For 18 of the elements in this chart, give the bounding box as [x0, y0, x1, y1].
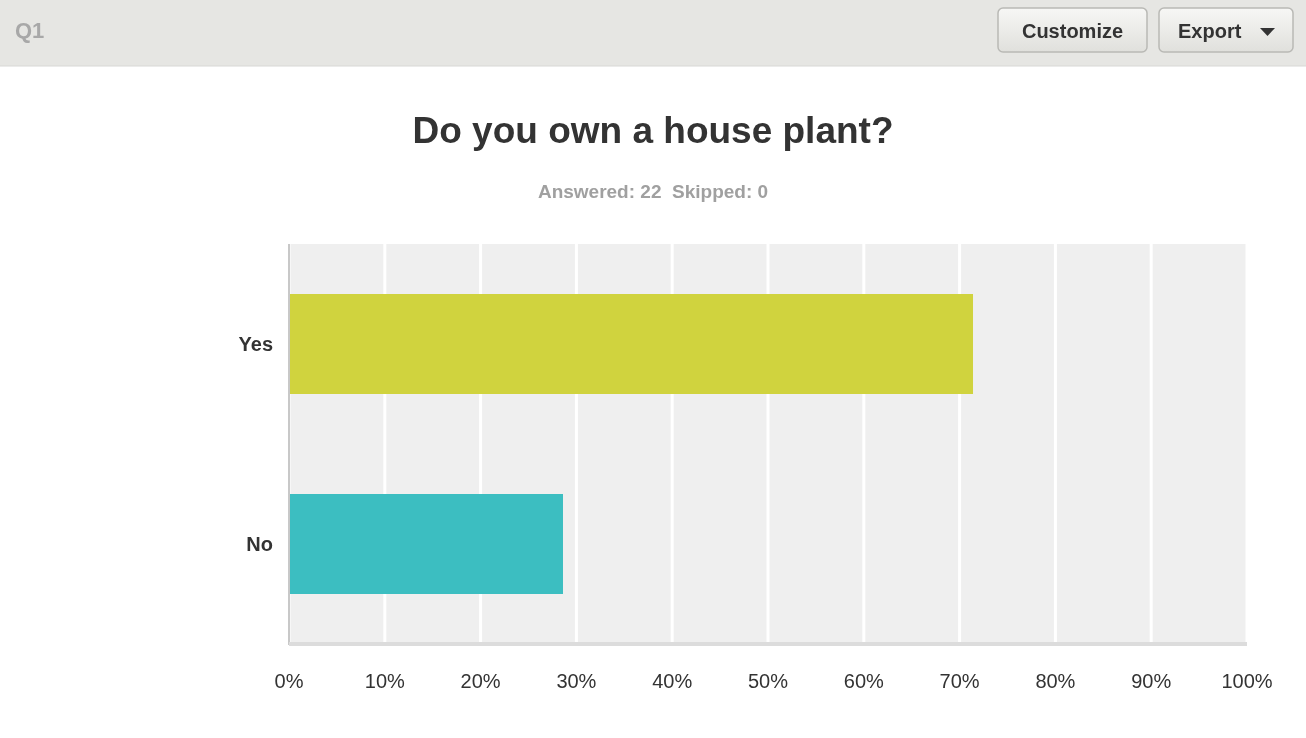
- x-tick-label: 100%: [1221, 670, 1273, 692]
- x-tick-label: 60%: [843, 670, 885, 692]
- x-tick-label: 20%: [460, 670, 501, 692]
- text: Customize: [1021, 20, 1124, 42]
- x-tick-label: 10%: [364, 670, 406, 692]
- chart-subtitle: Answered: 22 Skipped: 0: [537, 181, 769, 202]
- chart-title: Do you own a house plant?: [412, 110, 894, 151]
- x-tick-label: 0%: [274, 670, 304, 692]
- x-tick-label: 30%: [556, 670, 597, 692]
- text: Q1: [15, 18, 45, 43]
- x-tick-label: 80%: [1035, 670, 1076, 692]
- text: Export: [1178, 20, 1242, 42]
- x-tick-label: 70%: [939, 670, 980, 692]
- x-tick-label: 50%: [747, 670, 789, 692]
- x-tick-label: 40%: [652, 670, 693, 692]
- y-tick-label: No: [246, 533, 273, 555]
- x-tick-label: 90%: [1131, 670, 1172, 692]
- y-tick-label: Yes: [238, 333, 273, 355]
